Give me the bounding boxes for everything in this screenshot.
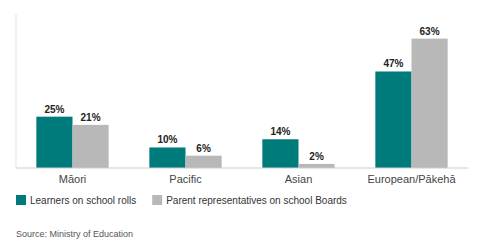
data-label: 14% [270,126,290,137]
bars [36,39,447,168]
bar [412,39,448,168]
data-labels: 25% 10% 14% 47% 21% 6% 2% 63% [44,26,439,162]
y-axis-line [16,14,17,168]
x-tick-label: Māori [59,173,87,185]
x-tick-label: Pacific [169,173,202,185]
data-label: 2% [309,151,324,162]
legend-swatch [152,195,162,205]
legend-label: Learners on school rolls [30,195,136,206]
bar [73,125,109,168]
x-tick-label: Asian [285,173,313,185]
data-label: 25% [44,104,64,115]
bar [149,147,185,168]
bar [262,139,298,168]
bar [36,117,72,168]
x-axis-line [16,168,468,169]
legend-swatch [16,195,26,205]
legend: Learners on school rolls Parent represent… [16,195,347,206]
source-note: Source: Ministry of Education [16,229,133,239]
data-label: 21% [81,112,101,123]
data-label: 47% [383,58,403,69]
data-label: 63% [420,26,440,37]
data-label: 6% [196,143,211,154]
legend-label: Parent representatives on school Boards [166,195,347,206]
bar [299,164,335,168]
data-label: 10% [157,134,177,145]
chart: 25% 10% 14% 47% 21% 6% 2% 63% Māori Pacific Asian E… [0,0,480,249]
bar [375,71,411,168]
bar [186,156,222,168]
x-tick-label: European/Pākehā [367,173,456,185]
